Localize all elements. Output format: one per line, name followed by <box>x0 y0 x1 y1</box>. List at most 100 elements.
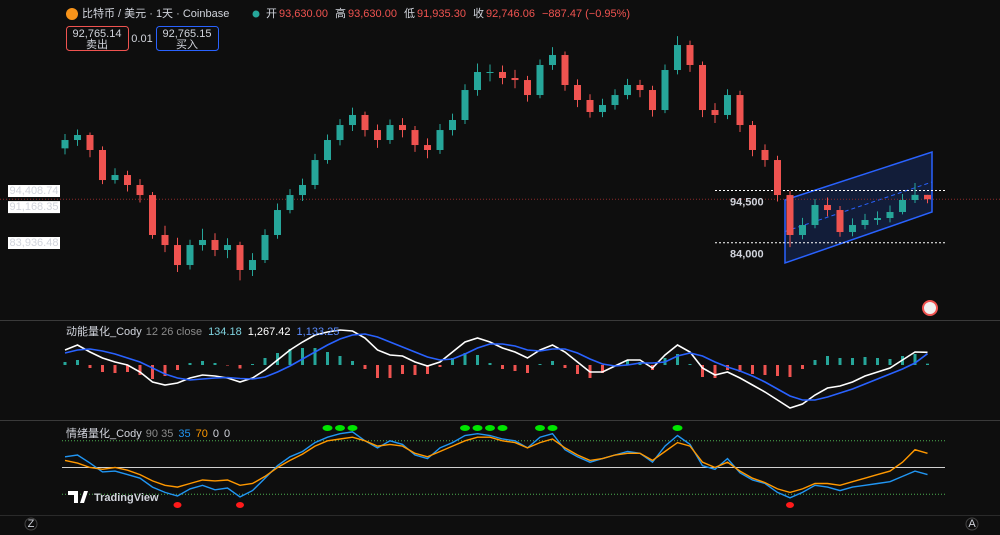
status-dot <box>252 10 260 18</box>
candle-body <box>736 95 744 126</box>
histogram-bar <box>301 348 304 365</box>
candle-body <box>174 245 181 266</box>
histogram-bar <box>763 365 767 375</box>
histogram-bar <box>88 365 92 368</box>
candle-body <box>124 175 131 185</box>
candle-body <box>861 220 869 226</box>
histogram-bar <box>926 363 929 365</box>
candle-body <box>924 194 931 200</box>
logo-icon <box>68 491 88 503</box>
candle-body <box>411 130 419 146</box>
sell-price[interactable]: 92,765.14 <box>73 28 122 40</box>
overbought-signal <box>347 425 358 431</box>
candle-body <box>511 78 519 81</box>
candle-body <box>874 218 881 221</box>
corner-button[interactable] <box>24 517 38 531</box>
histogram-bar <box>151 365 154 379</box>
ohlc-key: 收 <box>473 6 484 20</box>
candle-body <box>149 195 156 235</box>
histogram-bar <box>701 365 704 377</box>
candle-body <box>886 212 894 219</box>
histogram-bar <box>388 365 392 378</box>
histogram-bar <box>838 358 842 365</box>
candle-body <box>799 225 806 235</box>
candle-body <box>611 95 619 106</box>
flag-icon[interactable] <box>922 300 938 316</box>
histogram-bar <box>526 365 529 373</box>
candle-body <box>161 234 169 246</box>
histogram-bar <box>63 362 67 365</box>
overbought-signal <box>335 425 345 431</box>
oversold-signal <box>786 502 794 508</box>
histogram-bar <box>676 354 679 365</box>
candle-body <box>636 85 644 91</box>
ohlc-value: 93,630.00 <box>279 8 328 20</box>
macd-line <box>64 329 928 409</box>
ohlc: 开 93,630.00 高 93,630.00 低 91,935.30 收 92,746… <box>266 6 630 20</box>
histogram-bar <box>163 365 167 376</box>
corner-label[interactable]: Z <box>28 518 35 530</box>
corner-label[interactable]: A <box>968 518 976 530</box>
marks: 94,500 84,000 94,408.74 91,168.35 83,936.48 动… <box>0 36 1000 508</box>
histogram-bar <box>776 365 779 376</box>
candle-body <box>86 135 94 150</box>
histogram-bar <box>113 365 117 373</box>
pane-value: 134.18 <box>208 326 242 338</box>
sell-label[interactable]: 卖出 <box>86 37 108 51</box>
candle-body <box>186 245 194 266</box>
histogram-bar <box>826 356 829 365</box>
pane-value: 1,133.25 <box>297 326 340 338</box>
oversold-signal <box>236 502 244 508</box>
histogram-bar <box>688 364 692 365</box>
histogram-bar <box>226 365 229 366</box>
overbought-signal <box>547 425 558 431</box>
oscillator-line <box>64 431 928 499</box>
ohlc-key: 高 <box>335 6 346 20</box>
pane-params: 90 35 <box>146 428 174 440</box>
oversold-signal <box>173 502 182 508</box>
ohlc-value: 91,935.30 <box>417 8 466 20</box>
candle-body <box>324 140 331 161</box>
level-label: 84,000 <box>730 249 764 261</box>
buy-price[interactable]: 92,765.15 <box>163 28 212 40</box>
spread: 0.01 <box>131 33 152 45</box>
candle-body <box>111 175 119 181</box>
histogram-bar <box>451 358 454 365</box>
histogram-bar <box>488 363 492 365</box>
pane-value: 1,267.42 <box>248 326 291 338</box>
candle-body <box>399 125 406 131</box>
histogram-bar <box>251 364 254 365</box>
histogram-bar <box>176 365 179 370</box>
histogram-bar <box>338 356 342 365</box>
candle-body <box>649 90 656 111</box>
candle-body <box>261 234 269 261</box>
histogram-bar <box>126 365 129 372</box>
histogram-bar <box>876 358 879 365</box>
corner-button[interactable] <box>965 517 979 531</box>
histogram-bar <box>913 354 917 365</box>
candle-body <box>311 160 319 185</box>
buy-label[interactable]: 买入 <box>176 38 198 51</box>
overbought-signal <box>485 425 495 431</box>
pane-params: 12 26 close <box>146 326 202 338</box>
histogram-bar <box>101 365 104 372</box>
sell-button[interactable] <box>66 26 129 51</box>
pane-input: 0 <box>213 428 219 440</box>
histogram-bar <box>188 363 192 365</box>
histogram-bar <box>576 365 579 374</box>
candle-body <box>286 195 294 211</box>
candle-body <box>849 225 856 233</box>
histogram-bar <box>76 360 79 365</box>
price-label-box <box>8 237 60 250</box>
overbought-signal <box>472 425 483 431</box>
candle-body <box>599 105 606 113</box>
histogram-bar <box>413 365 417 375</box>
candle-body <box>561 55 569 86</box>
buy-button[interactable] <box>156 26 219 51</box>
histogram-bar <box>851 358 854 365</box>
histogram-bar <box>788 365 792 377</box>
histogram-bar <box>351 361 354 365</box>
channel <box>784 150 933 265</box>
candle-body <box>586 99 594 113</box>
